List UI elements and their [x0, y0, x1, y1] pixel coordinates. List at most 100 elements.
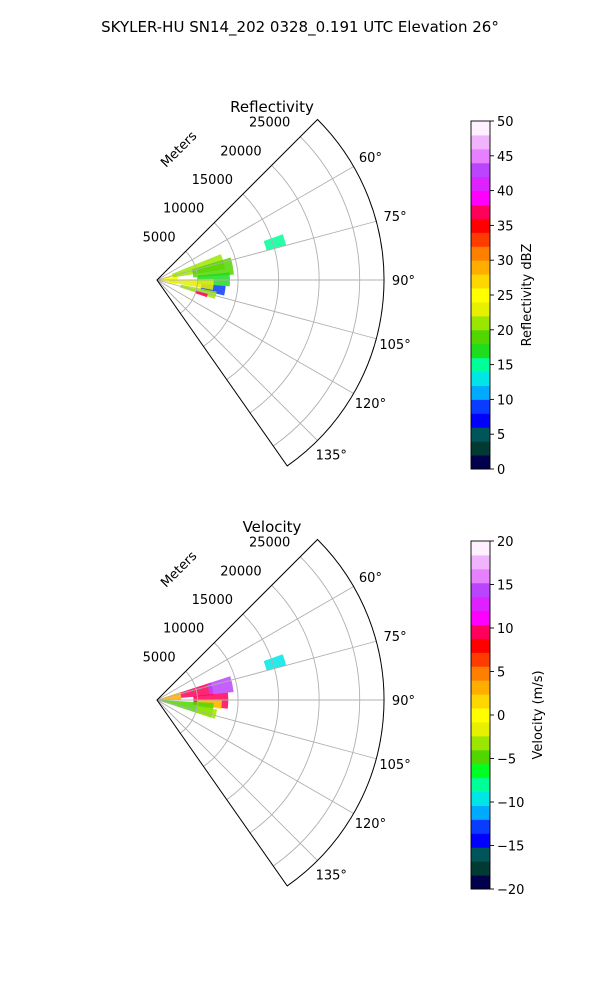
colorbar-swatch — [471, 385, 490, 400]
colorbar-swatch — [471, 274, 490, 289]
azimuth-gridline — [156, 640, 377, 701]
colorbar-tick-label: 10 — [497, 622, 514, 637]
azimuth-gridline — [156, 279, 377, 340]
colorbar-swatch — [471, 638, 490, 653]
colorbar-swatch — [471, 735, 490, 751]
colorbar-swatch — [471, 455, 490, 470]
colorbar-swatch — [471, 833, 490, 848]
colorbar-tick-label: 30 — [497, 254, 514, 269]
colorbar-swatch — [471, 596, 490, 612]
echo-region — [172, 254, 226, 278]
colorbar-tick-label: −10 — [497, 796, 524, 811]
azimuth-gridline — [156, 166, 354, 281]
range-ring — [179, 671, 198, 734]
radial-tick-label: 15000 — [192, 173, 233, 188]
echo-region — [168, 279, 214, 290]
azimuth-tick-label: 120° — [355, 397, 386, 412]
radial-tick-label: 25000 — [249, 116, 290, 131]
azimuth-tick-label: 60° — [359, 571, 382, 586]
colorbar-swatch — [471, 190, 490, 206]
colorbar-swatch — [471, 204, 490, 219]
colorbar-tick-label: −15 — [497, 840, 524, 855]
colorbar-swatch — [471, 805, 490, 820]
azimuth-tick-label: 120° — [355, 817, 386, 832]
radial-tick-label: 5000 — [143, 650, 176, 665]
azimuth-tick-label: 105° — [379, 338, 410, 353]
colorbar-swatch — [471, 554, 490, 570]
colorbar-tick-label: 20 — [497, 324, 514, 339]
azimuth-gridline — [156, 279, 354, 394]
azimuth-tick-label: 75° — [384, 210, 407, 225]
colorbar-swatch — [471, 399, 490, 414]
colorbar-tick-label: 15 — [497, 359, 514, 374]
range-ring — [179, 251, 198, 314]
sector-frame — [156, 118, 385, 467]
colorbar-tick-label: 5 — [497, 428, 505, 443]
colorbar-swatch — [471, 134, 490, 150]
reflectivity-title: Reflectivity — [230, 98, 314, 116]
reflectivity-colorbar-label: Reflectivity dBZ — [520, 244, 535, 347]
colorbar-swatch — [471, 763, 490, 779]
colorbar-swatch — [471, 427, 490, 442]
azimuth-tick-label: 60° — [359, 151, 382, 166]
range-ring — [226, 613, 280, 800]
azimuth-tick-label: 135° — [316, 448, 347, 463]
colorbar-swatch — [471, 861, 490, 876]
colorbar-tick-label: 0 — [497, 709, 505, 724]
colorbar-swatch — [471, 847, 490, 862]
azimuth-gridline — [156, 699, 377, 760]
azimuth-gridline — [156, 220, 377, 281]
range-ring — [249, 585, 320, 834]
azimuth-gridline — [156, 586, 354, 701]
colorbar-swatch — [471, 148, 490, 164]
colorbar-swatch — [471, 176, 490, 192]
echo-region — [195, 706, 218, 719]
velocity-plot-area: 5000 10000 15000 20000 25000 60° 75° 90° 105° 120… — [143, 536, 415, 887]
colorbar-swatch — [471, 218, 490, 233]
range-ring — [203, 642, 239, 767]
colorbar-swatch — [471, 246, 490, 261]
colorbar-swatch — [471, 343, 490, 359]
colorbar-swatch — [471, 791, 490, 806]
colorbar-swatch — [471, 315, 490, 331]
colorbar-swatch — [471, 301, 490, 317]
radial-tick-label: 15000 — [192, 593, 233, 608]
colorbar-swatch — [471, 541, 490, 556]
colorbar-swatch — [471, 875, 490, 890]
reflectivity-plot-area: 5000 10000 15000 20000 25000 60° 75° 90° 105° 120… — [143, 116, 415, 467]
range-ring — [249, 165, 320, 414]
velocity-colorbar-label: Velocity (m/s) — [531, 670, 546, 759]
colorbar-swatch — [471, 371, 490, 386]
radial-tick-label: 25000 — [249, 536, 290, 551]
range-ring — [203, 222, 239, 347]
range-ring — [272, 136, 361, 447]
reflectivity-colorbar: 0 5 10 15 20 25 30 35 40 45 50 — [470, 115, 514, 478]
radial-tick-label: 20000 — [220, 564, 261, 579]
echo-region — [207, 676, 234, 695]
velocity-title: Velocity — [243, 518, 302, 536]
colorbar-swatch — [471, 582, 490, 598]
colorbar-swatch — [471, 288, 490, 303]
colorbar-tick-label: 0 — [497, 463, 505, 478]
colorbar-swatch — [471, 121, 490, 136]
colorbar-swatch — [471, 357, 490, 373]
reflectivity-radial-axis-label: Meters — [158, 129, 200, 171]
colorbar-swatch — [471, 624, 490, 639]
colorbar-swatch — [471, 441, 490, 456]
colorbar-swatch — [471, 260, 490, 275]
azimuth-tick-label: 90° — [392, 694, 415, 709]
colorbar-swatch — [471, 708, 490, 723]
colorbar-swatch — [471, 680, 490, 695]
colorbar-swatch — [471, 413, 490, 428]
colorbar-swatch — [471, 162, 490, 178]
radial-tick-label: 20000 — [220, 144, 261, 159]
colorbar-swatch — [471, 777, 490, 793]
radial-tick-label: 5000 — [143, 230, 176, 245]
figure-title: SKYLER-HU SN14_202 0328_0.191 UTC Elevat… — [101, 18, 499, 37]
colorbar-tick-label: −5 — [497, 753, 516, 768]
colorbar-tick-label: 5 — [497, 666, 505, 681]
colorbar-swatch — [471, 652, 490, 667]
range-ring — [272, 556, 361, 867]
velocity-panel: Velocity 5000 10000 15000 20000 25000 60° 75° 9… — [143, 518, 546, 898]
